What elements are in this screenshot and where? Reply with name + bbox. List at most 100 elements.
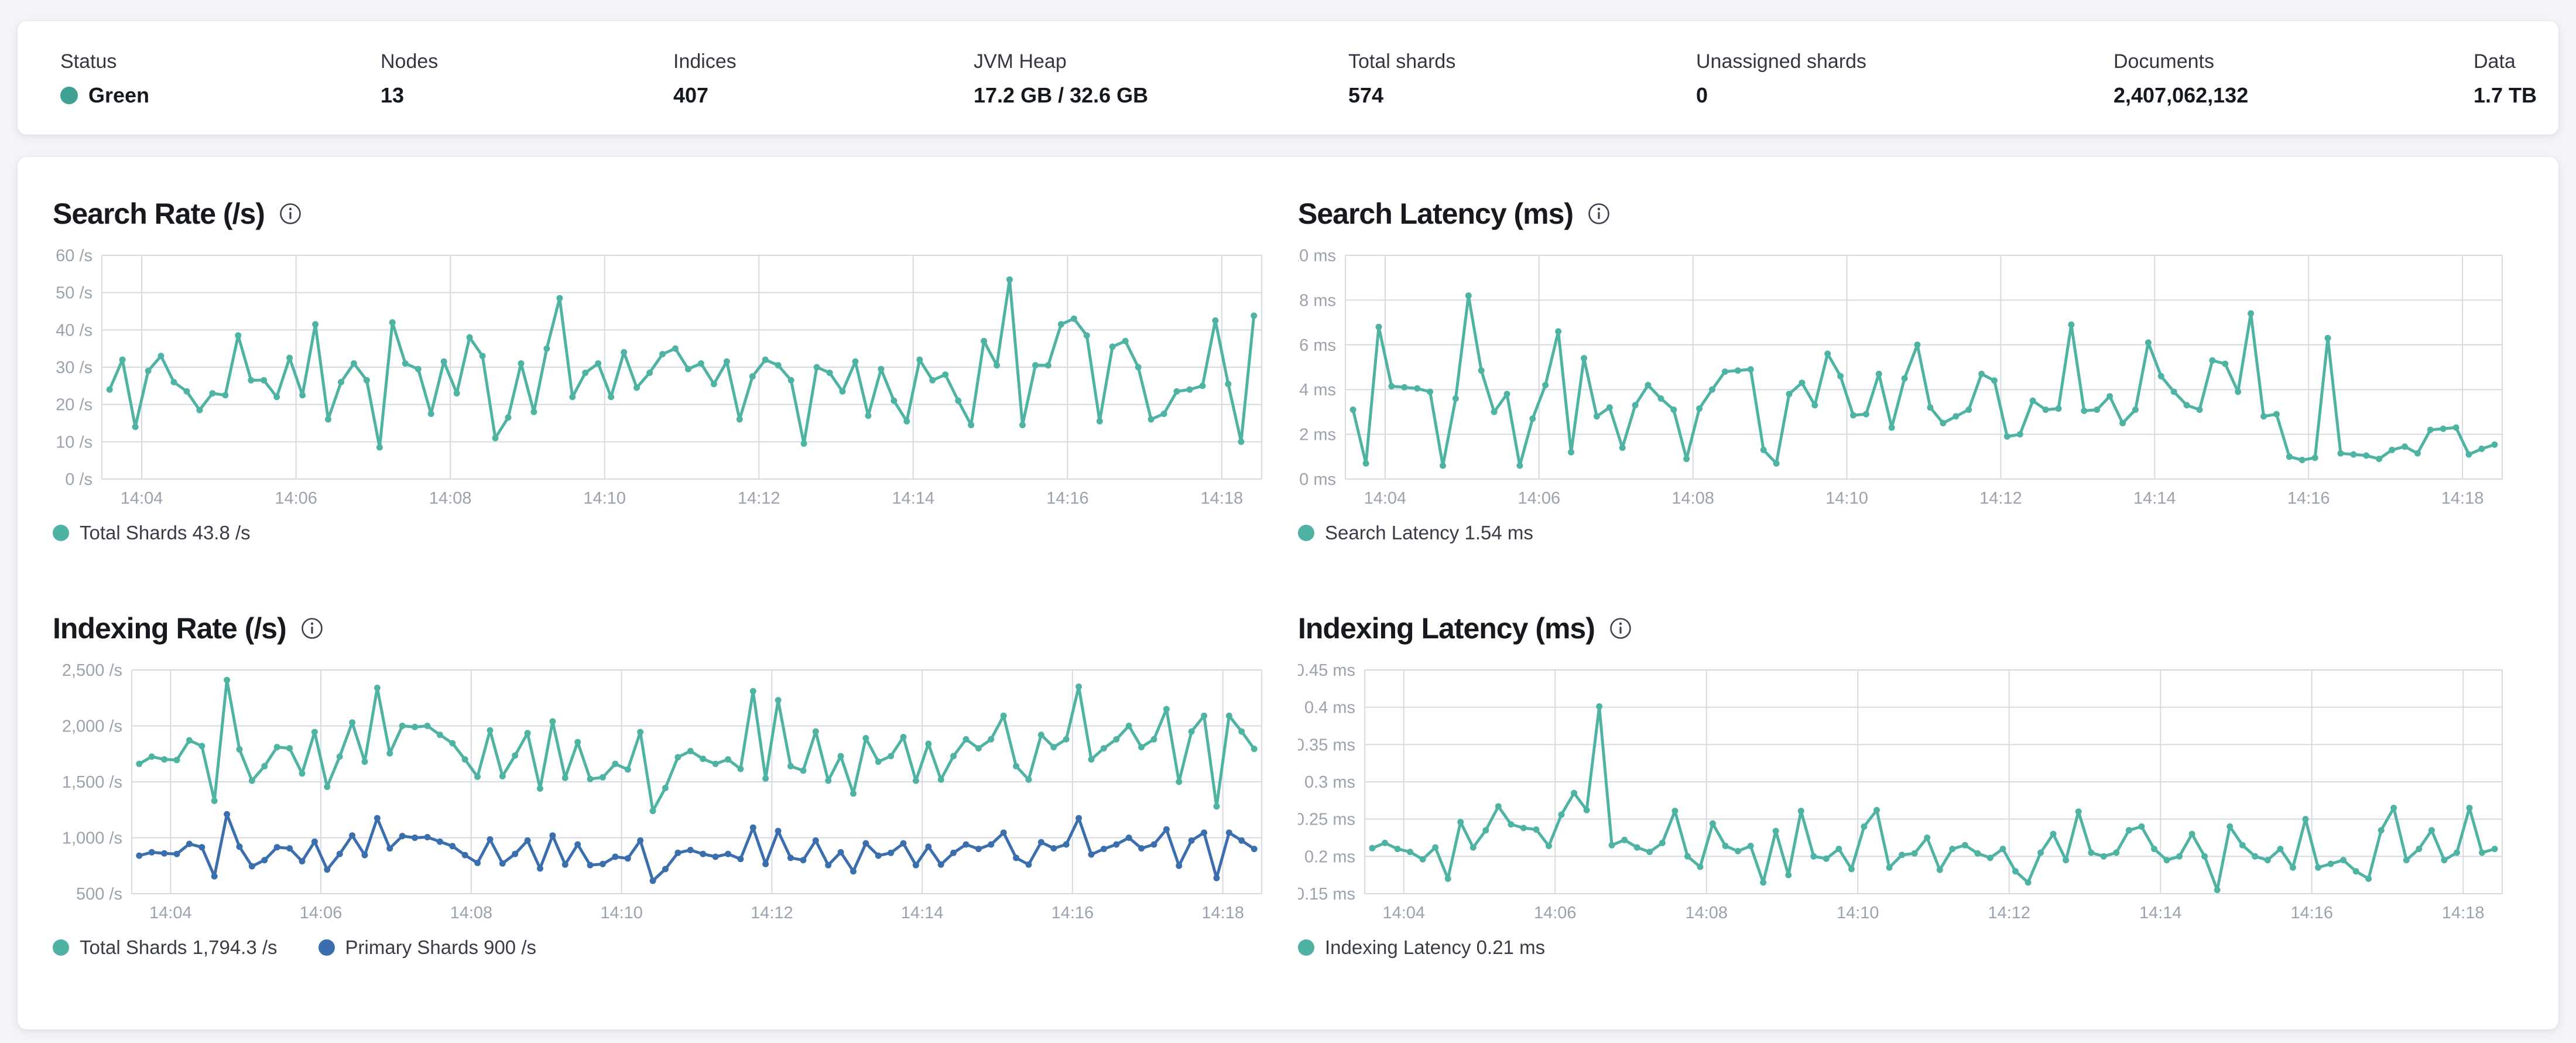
chart-title: Search Rate (/s) (53, 197, 265, 230)
svg-text:10 ms: 10 ms (1298, 247, 1336, 265)
legend-label: Indexing Latency 0.21 ms (1325, 936, 1546, 958)
svg-text:14:04: 14:04 (121, 489, 163, 508)
svg-text:0.15 ms: 0.15 ms (1298, 885, 1355, 904)
stat-label: JVM Heap (974, 50, 1067, 73)
stat-label: Total shards (1348, 50, 1456, 73)
svg-text:0.25 ms: 0.25 ms (1298, 811, 1355, 829)
svg-text:20 /s: 20 /s (56, 396, 93, 415)
chart-header: Search Latency (ms) (1298, 194, 2510, 233)
info-icon[interactable] (1587, 202, 1611, 225)
svg-text:10 /s: 10 /s (56, 433, 93, 452)
svg-text:2,000 /s: 2,000 /s (62, 717, 122, 736)
svg-text:14:04: 14:04 (149, 904, 192, 922)
svg-text:14:16: 14:16 (1046, 489, 1089, 508)
info-icon[interactable] (1609, 617, 1632, 640)
svg-text:1,000 /s: 1,000 /s (62, 829, 122, 848)
svg-text:14:18: 14:18 (1201, 904, 1244, 922)
svg-text:8 ms: 8 ms (1299, 291, 1336, 310)
svg-text:14:14: 14:14 (2139, 904, 2182, 922)
indexing-rate-plot: 500 /s 1,000 /s 1,500 /s 2,000 /s 2,500 /s 14… (62, 661, 1262, 922)
svg-text:14:06: 14:06 (1534, 904, 1577, 922)
svg-text:30 /s: 30 /s (56, 358, 93, 377)
series-dot-icon (53, 939, 69, 956)
svg-text:0.4 ms: 0.4 ms (1304, 699, 1355, 717)
chart-header: Search Rate (/s) (53, 194, 1265, 233)
stat-value: 0 (1696, 83, 1708, 107)
chart-title: Indexing Latency (ms) (1298, 612, 1595, 645)
chart-title: Search Latency (ms) (1298, 197, 1574, 230)
svg-text:500 /s: 500 /s (76, 885, 122, 904)
svg-text:50 /s: 50 /s (56, 284, 93, 303)
metrics-panel: Search Rate (/s) 0 /s 10 /s 20 /s 30 /s 40 /… (18, 157, 2558, 1030)
svg-text:2,500 /s: 2,500 /s (62, 661, 122, 680)
legend: Total Shards 43.8 /s (53, 522, 1265, 544)
chart-title: Indexing Rate (/s) (53, 612, 287, 645)
search-rate-plot: 0 /s 10 /s 20 /s 30 /s 40 /s 50 /s 60 /s 14:04 1… (56, 247, 1262, 508)
legend-label: Total Shards 43.8 /s (80, 522, 251, 543)
stat-value: 574 (1348, 83, 1384, 107)
stat-value: 407 (673, 83, 709, 107)
svg-text:1,500 /s: 1,500 /s (62, 773, 122, 792)
info-icon[interactable] (279, 202, 302, 225)
svg-text:14:08: 14:08 (429, 489, 472, 508)
chart-search-latency: Search Latency (ms) 0 ms 2 ms 4 ms 6 ms 8 ms… (1298, 194, 2510, 544)
svg-text:14:06: 14:06 (1518, 489, 1561, 508)
stat-label: Unassigned shards (1696, 50, 1867, 73)
svg-text:0.45 ms: 0.45 ms (1298, 661, 1355, 680)
stat-label: Indices (673, 50, 737, 73)
svg-text:14:14: 14:14 (901, 904, 944, 922)
svg-text:0 /s: 0 /s (65, 470, 93, 489)
stat-label: Documents (2113, 50, 2214, 73)
svg-text:14:08: 14:08 (450, 904, 493, 922)
legend: Total Shards 1,794.3 /s Primary Shards 9… (53, 936, 1265, 959)
series-dot-icon (1298, 939, 1314, 956)
svg-text:40 /s: 40 /s (56, 321, 93, 340)
svg-text:14:12: 14:12 (751, 904, 793, 922)
svg-text:14:10: 14:10 (1825, 489, 1868, 508)
chart-header: Indexing Rate (/s) (53, 609, 1265, 648)
search-latency-plot: 0 ms 2 ms 4 ms 6 ms 8 ms 10 ms 14:04 14:06 14:08… (1298, 247, 2503, 508)
chart-indexing-latency: Indexing Latency (ms) 0.15 ms 0.2 ms 0.25 … (1298, 609, 2510, 959)
svg-text:0.3 ms: 0.3 ms (1304, 773, 1355, 792)
svg-text:0.35 ms: 0.35 ms (1298, 736, 1355, 754)
svg-text:14:18: 14:18 (2442, 904, 2485, 922)
info-icon[interactable] (300, 617, 324, 640)
svg-text:14:14: 14:14 (2133, 489, 2176, 508)
svg-text:14:18: 14:18 (2441, 489, 2484, 508)
series-dot-icon (1298, 525, 1314, 541)
svg-text:14:18: 14:18 (1201, 489, 1244, 508)
svg-text:14:06: 14:06 (300, 904, 342, 922)
legend: Indexing Latency 0.21 ms (1298, 936, 2510, 959)
svg-text:14:16: 14:16 (1051, 904, 1094, 922)
svg-text:14:12: 14:12 (738, 489, 780, 508)
svg-text:14:10: 14:10 (1837, 904, 1879, 922)
svg-text:14:06: 14:06 (275, 489, 317, 508)
svg-text:0 ms: 0 ms (1299, 470, 1336, 489)
stat-label: Status (60, 50, 117, 73)
legend-item: Search Latency 1.54 ms (1298, 522, 1533, 544)
cluster-status-bar: Status Green Nodes 13 Indices 407 JVM He… (18, 21, 2558, 135)
series-dot-icon (318, 939, 335, 956)
svg-text:6 ms: 6 ms (1299, 336, 1336, 355)
legend-label: Search Latency 1.54 ms (1325, 522, 1533, 543)
svg-text:4 ms: 4 ms (1299, 381, 1336, 399)
legend-label: Primary Shards 900 /s (345, 936, 537, 958)
stat-value: 17.2 GB / 32.6 GB (974, 83, 1149, 107)
status-value: Green (60, 83, 149, 108)
svg-text:14:16: 14:16 (2290, 904, 2333, 922)
indexing-latency-plot: 0.15 ms 0.2 ms 0.25 ms 0.3 ms 0.35 ms 0.4 ms 0… (1298, 661, 2503, 922)
chart-indexing-rate: Indexing Rate (/s) 500 /s 1,000 /s 1,500 /… (53, 609, 1265, 959)
svg-text:14:14: 14:14 (892, 489, 935, 508)
stat-value: 1.7 TB (2474, 83, 2537, 107)
svg-text:14:12: 14:12 (1979, 489, 2022, 508)
stat-label: Nodes (381, 50, 439, 73)
legend-item: Primary Shards 900 /s (318, 936, 536, 959)
svg-text:14:08: 14:08 (1671, 489, 1714, 508)
svg-text:14:10: 14:10 (583, 489, 626, 508)
svg-text:2 ms: 2 ms (1299, 426, 1336, 444)
chart-header: Indexing Latency (ms) (1298, 609, 2510, 648)
status-text: Green (88, 83, 150, 107)
stat-value: 2,407,062,132 (2113, 83, 2249, 107)
svg-text:14:04: 14:04 (1382, 904, 1425, 922)
legend-item: Total Shards 43.8 /s (53, 522, 251, 544)
